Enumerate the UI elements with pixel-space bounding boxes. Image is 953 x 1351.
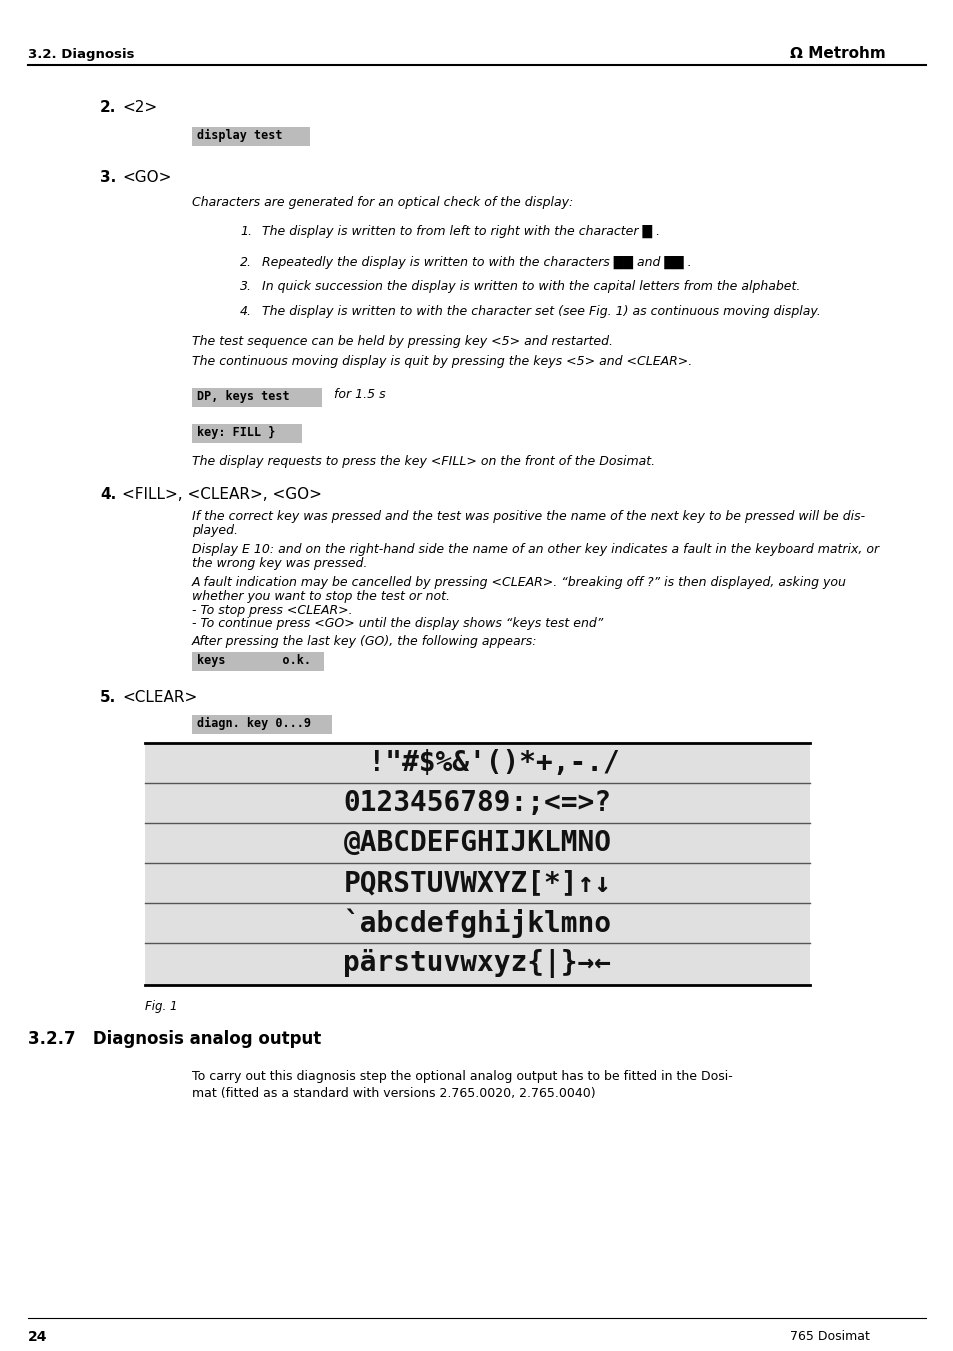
Text: If the correct key was pressed and the test was positive the name of the next ke: If the correct key was pressed and the t… [192, 509, 864, 523]
Bar [192, 127, 310, 146]
Text: <CLEAR>: <CLEAR> [122, 690, 197, 705]
Text: In quick succession the display is written to with the capital letters from the : In quick succession the display is writt… [262, 280, 800, 293]
Text: 3.: 3. [240, 280, 252, 293]
Text: Display E 10: and on the right-hand side the name of an other key indicates a fa: Display E 10: and on the right-hand side… [192, 543, 879, 557]
Text: <2>: <2> [122, 100, 157, 115]
Bar [192, 653, 324, 671]
Text: the wrong key was pressed.: the wrong key was pressed. [192, 557, 367, 570]
Text: pärstuvwxyz{|}→←: pärstuvwxyz{|}→← [343, 948, 611, 978]
Text: 2.: 2. [100, 100, 116, 115]
Text: Characters are generated for an optical check of the display:: Characters are generated for an optical … [192, 196, 573, 209]
Text: To carry out this diagnosis step the optional analog output has to be fitted in : To carry out this diagnosis step the opt… [192, 1070, 732, 1084]
Text: The display is written to from left to right with the character █ .: The display is written to from left to r… [262, 226, 659, 238]
Text: PQRSTUVWXYZ[*]↑↓: PQRSTUVWXYZ[*]↑↓ [343, 869, 611, 897]
Text: 3.: 3. [100, 170, 116, 185]
Text: 3.2.7   Diagnosis analog output: 3.2.7 Diagnosis analog output [28, 1029, 321, 1048]
Bar [192, 388, 322, 407]
Text: @ABCDEFGHIJKLMNO: @ABCDEFGHIJKLMNO [343, 830, 611, 857]
Bar [145, 743, 809, 985]
Bar [192, 424, 302, 443]
Text: <GO>: <GO> [122, 170, 172, 185]
Text: keys        o.k.: keys o.k. [196, 654, 311, 667]
Text: The display requests to press the key <FILL> on the front of the Dosimat.: The display requests to press the key <F… [192, 455, 655, 467]
Text: display test: display test [196, 128, 282, 142]
Text: The continuous moving display is quit by pressing the keys <5> and <CLEAR>.: The continuous moving display is quit by… [192, 355, 692, 367]
Text: 4.: 4. [100, 486, 116, 503]
Text: whether you want to stop the test or not.: whether you want to stop the test or not… [192, 590, 450, 603]
Text: 24: 24 [28, 1329, 48, 1344]
Text: played.: played. [192, 524, 237, 536]
Text: for 1.5 s: for 1.5 s [334, 388, 385, 401]
Bar [192, 715, 332, 734]
Text: Repeatedly the display is written to with the characters ██ and ██ .: Repeatedly the display is written to wit… [262, 255, 691, 269]
Text: DP, keys test: DP, keys test [196, 390, 290, 403]
Text: 1.: 1. [240, 226, 252, 238]
Text: The display is written to with the character set (see Fig. 1) as continuous movi: The display is written to with the chara… [262, 305, 820, 317]
Text: `abcdefghijklmno: `abcdefghijklmno [343, 908, 611, 938]
Text: 5.: 5. [100, 690, 116, 705]
Text: A fault indication may be cancelled by pressing <CLEAR>. “breaking off ?” is the: A fault indication may be cancelled by p… [192, 576, 846, 589]
Text: 3.2. Diagnosis: 3.2. Diagnosis [28, 49, 134, 61]
Text: 4.: 4. [240, 305, 252, 317]
Text: key: FILL }: key: FILL } [196, 426, 275, 439]
Text: After pressing the last key (GO), the following appears:: After pressing the last key (GO), the fo… [192, 635, 537, 648]
Text: !"#$%&'()*+,-./: !"#$%&'()*+,-./ [335, 748, 619, 777]
Text: 765 Dosimat: 765 Dosimat [789, 1329, 869, 1343]
Text: 0123456789:;<=>?: 0123456789:;<=>? [343, 789, 611, 817]
Text: - To stop press <CLEAR>.: - To stop press <CLEAR>. [192, 604, 353, 617]
Text: The test sequence can be held by pressing key <5> and restarted.: The test sequence can be held by pressin… [192, 335, 613, 349]
Text: mat (fitted as a standard with versions 2.765.0020, 2.765.0040): mat (fitted as a standard with versions … [192, 1088, 595, 1100]
Text: diagn. key 0...9: diagn. key 0...9 [196, 717, 311, 730]
Text: Fig. 1: Fig. 1 [145, 1000, 177, 1013]
Text: 2.: 2. [240, 255, 252, 269]
Text: <FILL>, <CLEAR>, <GO>: <FILL>, <CLEAR>, <GO> [122, 486, 321, 503]
Text: Ω Metrohm: Ω Metrohm [789, 46, 884, 61]
Text: - To continue press <GO> until the display shows “keys test end”: - To continue press <GO> until the displ… [192, 617, 602, 630]
